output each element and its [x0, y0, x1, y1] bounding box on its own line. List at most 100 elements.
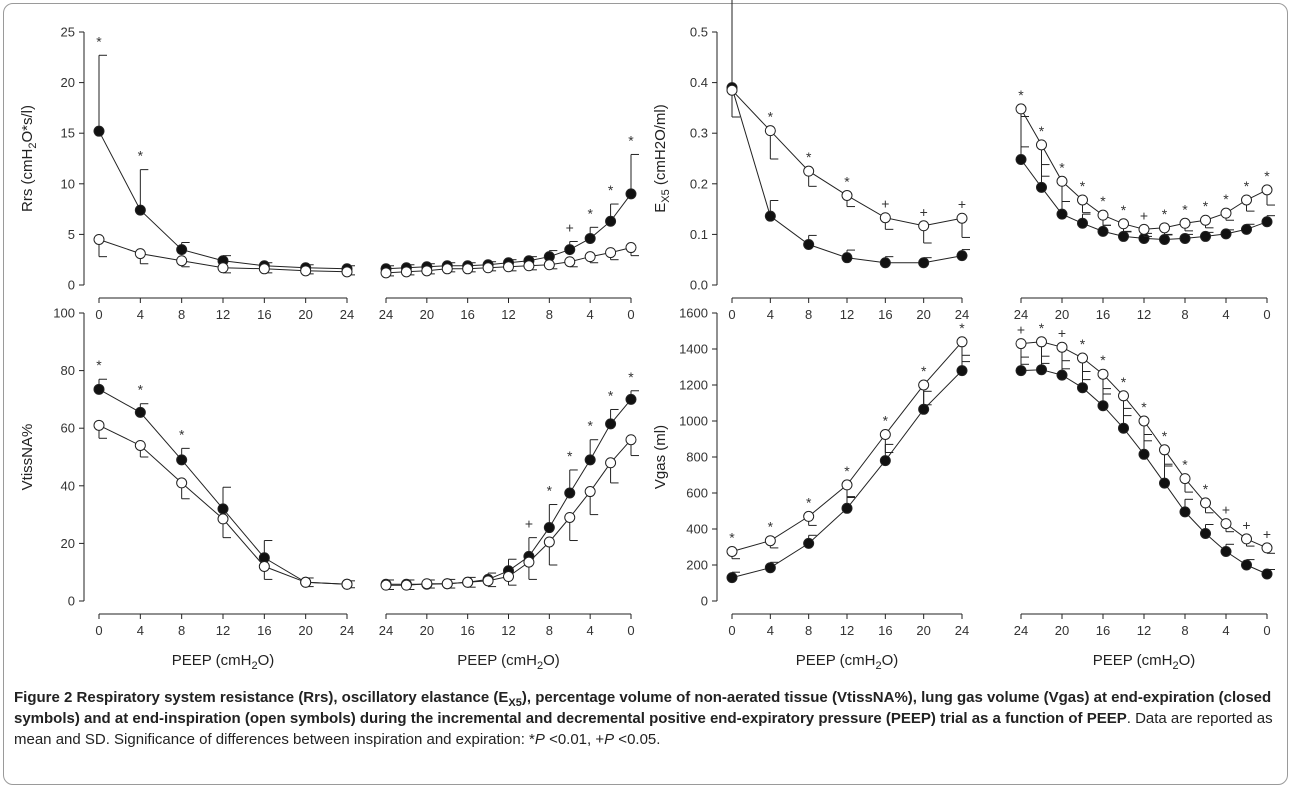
x-tick-label: 16 — [1096, 623, 1110, 638]
data-point-open — [1056, 341, 1068, 353]
data-point-closed — [1036, 181, 1047, 193]
data-point-open — [605, 247, 617, 259]
series-closed — [380, 390, 639, 590]
panel-EX5-incremental: 0.0 0.1 0.2 0.3 0.4 0.5 EX5 (cmH2O/ml) 0 4 8 12 16 2… — [652, 0, 970, 322]
data-point-open — [726, 84, 738, 96]
series-line — [731, 341, 963, 552]
y-tick-label: 0.2 — [690, 176, 708, 191]
data-point-open — [605, 457, 617, 469]
y-tick-label: 0 — [68, 594, 75, 609]
significance-mark: * — [1162, 206, 1168, 222]
data-point-open — [93, 419, 105, 431]
data-point-open — [584, 486, 596, 498]
data-point-open — [1097, 209, 1109, 221]
data-point-open — [1036, 336, 1047, 348]
caption-title-sub: X5 — [508, 697, 522, 709]
significance-mark: * — [1141, 399, 1147, 415]
data-point-closed — [726, 572, 738, 584]
significance-mark: * — [179, 426, 185, 442]
x-tick-label: 0 — [627, 623, 634, 638]
data-point-closed — [584, 232, 596, 244]
series-open — [1015, 336, 1275, 554]
data-point-open — [503, 571, 514, 583]
data-point-open — [956, 212, 968, 224]
x-tick-label: 8 — [178, 307, 185, 322]
data-point-open — [625, 242, 637, 254]
x-tick-label: 12 — [1137, 623, 1151, 638]
y-tick-label: 200 — [686, 558, 708, 573]
data-point-open — [1241, 194, 1252, 206]
data-point-open — [1118, 218, 1129, 230]
significance-mark: + — [958, 196, 966, 212]
data-point-closed — [605, 418, 617, 430]
y-axis-label: EX5 (cmH2O/ml) — [652, 104, 672, 212]
x-tick-label: 20 — [916, 307, 930, 322]
data-point-closed — [93, 125, 105, 137]
data-point-open — [462, 576, 474, 588]
series-closed — [93, 54, 355, 275]
data-point-open — [841, 479, 853, 491]
data-point-open — [482, 575, 494, 587]
data-point-closed — [93, 383, 105, 395]
series-closed — [380, 153, 639, 275]
x-tick-label: 8 — [805, 623, 812, 638]
data-point-open — [523, 556, 535, 568]
data-point-open — [1077, 194, 1088, 206]
data-point-closed — [625, 188, 637, 200]
significance-mark: * — [1121, 202, 1127, 218]
data-point-open — [400, 266, 412, 278]
data-point-closed — [605, 215, 617, 227]
y-tick-label: 0.0 — [690, 278, 708, 293]
data-point-open — [134, 439, 146, 451]
y-tick-label: 5 — [68, 227, 75, 242]
data-point-open — [441, 263, 453, 275]
data-point-open — [879, 212, 891, 224]
y-tick-label: 1400 — [679, 342, 708, 357]
data-point-closed — [1241, 559, 1252, 571]
data-point-closed — [1261, 216, 1273, 228]
data-point-closed — [803, 537, 815, 549]
x-tick-label: 0 — [728, 623, 735, 638]
data-point-open — [918, 220, 930, 232]
x-tick-label: 24 — [955, 307, 969, 322]
significance-mark: * — [1203, 198, 1209, 214]
series-closed — [726, 0, 970, 269]
series-closed — [726, 354, 970, 584]
y-tick-label: 100 — [53, 306, 75, 321]
data-point-open — [1015, 338, 1027, 350]
x-tick-label: 24 — [340, 623, 354, 638]
data-point-closed — [584, 454, 596, 466]
data-point-open — [341, 578, 353, 590]
x-tick-label: 20 — [298, 623, 312, 638]
series-open — [93, 419, 355, 590]
y-tick-label: 0.5 — [690, 25, 708, 40]
data-point-closed — [217, 503, 229, 515]
data-point-open — [1179, 217, 1191, 229]
data-point-open — [1097, 368, 1109, 380]
significance-mark: + — [1140, 207, 1148, 223]
x-tick-label: 24 — [955, 623, 969, 638]
significance-mark: + — [1222, 502, 1230, 518]
x-tick-label: 4 — [1222, 623, 1229, 638]
caption-body-1: . Data are reported as mean and SD. Sign… — [14, 710, 1273, 748]
data-point-open — [176, 477, 188, 489]
data-point-closed — [1138, 448, 1150, 460]
data-point-closed — [1220, 228, 1232, 240]
data-point-open — [803, 510, 815, 522]
significance-mark: * — [628, 369, 634, 385]
x-tick-label: 20 — [420, 307, 434, 322]
series-line — [98, 130, 348, 270]
x-tick-label: 8 — [546, 307, 553, 322]
x-tick-label: 4 — [137, 623, 144, 638]
y-tick-label: 40 — [61, 478, 75, 493]
y-tick-label: 0 — [701, 594, 708, 609]
y-tick-label: 0 — [68, 278, 75, 293]
significance-mark: * — [1039, 320, 1045, 336]
x-tick-label: 0 — [1263, 623, 1270, 638]
significance-mark: * — [768, 109, 774, 125]
data-point-closed — [1159, 233, 1170, 245]
data-point-open — [217, 262, 229, 274]
significance-mark: + — [525, 516, 533, 532]
data-point-open — [956, 336, 968, 348]
x-tick-label: 16 — [460, 623, 474, 638]
